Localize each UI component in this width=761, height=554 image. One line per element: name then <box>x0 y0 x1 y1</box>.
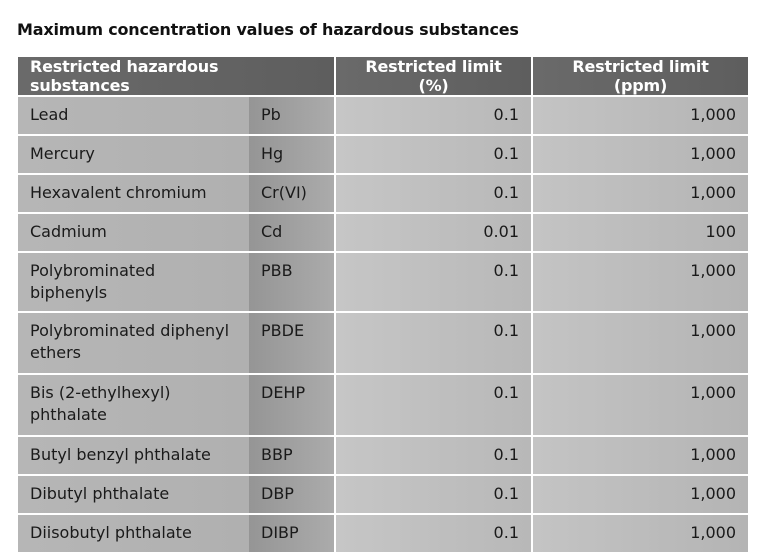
table-row: Butyl benzyl phthalate BBP 0.1 1,000 <box>16 435 750 476</box>
table-row: Cadmium Cd 0.01 100 <box>16 212 750 253</box>
limit-percent-cell: 0.1 <box>334 311 533 375</box>
limit-ppm-cell: 1,000 <box>531 134 750 175</box>
table-row: Mercury Hg 0.1 1,000 <box>16 134 750 175</box>
symbol-cell: Hg <box>249 134 336 175</box>
limit-percent-cell: 0.1 <box>334 513 533 554</box>
limit-percent-cell: 0.1 <box>334 173 533 214</box>
hazardous-substances-table: Restricted hazardous substances Restrict… <box>16 55 750 554</box>
symbol-cell: PBDE <box>249 311 336 375</box>
substance-name-cell: Polybrominated biphenyls <box>16 251 249 313</box>
substance-name-cell: Lead <box>16 95 249 136</box>
limit-ppm-cell: 1,000 <box>531 95 750 136</box>
limit-percent-cell: 0.1 <box>334 251 533 313</box>
limit-ppm-cell: 1,000 <box>531 173 750 214</box>
limit-ppm-cell: 1,000 <box>531 251 750 313</box>
limit-ppm-cell: 1,000 <box>531 373 750 437</box>
table-row: Hexavalent chromium Cr(VI) 0.1 1,000 <box>16 173 750 214</box>
symbol-cell: Cr(VI) <box>249 173 336 214</box>
header-limit-ppm: Restricted limit (ppm) <box>531 55 750 97</box>
substance-name-cell: Mercury <box>16 134 249 175</box>
header-substances: Restricted hazardous substances <box>16 55 336 97</box>
header-limit-percent: Restricted limit (%) <box>334 55 533 97</box>
substance-name-cell: Diisobutyl phthalate <box>16 513 249 554</box>
limit-ppm-cell: 1,000 <box>531 474 750 515</box>
limit-ppm-cell: 100 <box>531 212 750 253</box>
table-row: Dibutyl phthalate DBP 0.1 1,000 <box>16 474 750 515</box>
table-row: Diisobutyl phthalate DIBP 0.1 1,000 <box>16 513 750 554</box>
symbol-cell: DIBP <box>249 513 336 554</box>
page-title: Maximum concentration values of hazardou… <box>17 20 519 39</box>
table-row: Polybrominated diphenyl ethers PBDE 0.1 1,0… <box>16 311 750 375</box>
limit-percent-cell: 0.1 <box>334 474 533 515</box>
limit-percent-cell: 0.1 <box>334 134 533 175</box>
limit-ppm-cell: 1,000 <box>531 435 750 476</box>
table-row: Lead Pb 0.1 1,000 <box>16 95 750 136</box>
substance-name-cell: Cadmium <box>16 212 249 253</box>
table-header-row: Restricted hazardous substances Restrict… <box>16 55 750 97</box>
symbol-cell: Cd <box>249 212 336 253</box>
limit-percent-cell: 0.1 <box>334 373 533 437</box>
limit-percent-cell: 0.1 <box>334 95 533 136</box>
symbol-cell: BBP <box>249 435 336 476</box>
substance-name-cell: Dibutyl phthalate <box>16 474 249 515</box>
table-row: Bis (2-ethylhexyl) phthalate DEHP 0.1 1,000 <box>16 373 750 437</box>
substance-name-cell: Butyl benzyl phthalate <box>16 435 249 476</box>
symbol-cell: DBP <box>249 474 336 515</box>
symbol-cell: DEHP <box>249 373 336 437</box>
limit-percent-cell: 0.1 <box>334 435 533 476</box>
substance-name-cell: Bis (2-ethylhexyl) phthalate <box>16 373 249 437</box>
symbol-cell: Pb <box>249 95 336 136</box>
limit-ppm-cell: 1,000 <box>531 513 750 554</box>
table-row: Polybrominated biphenyls PBB 0.1 1,000 <box>16 251 750 313</box>
substance-name-cell: Polybrominated diphenyl ethers <box>16 311 249 375</box>
limit-ppm-cell: 1,000 <box>531 311 750 375</box>
symbol-cell: PBB <box>249 251 336 313</box>
limit-percent-cell: 0.01 <box>334 212 533 253</box>
substance-name-cell: Hexavalent chromium <box>16 173 249 214</box>
